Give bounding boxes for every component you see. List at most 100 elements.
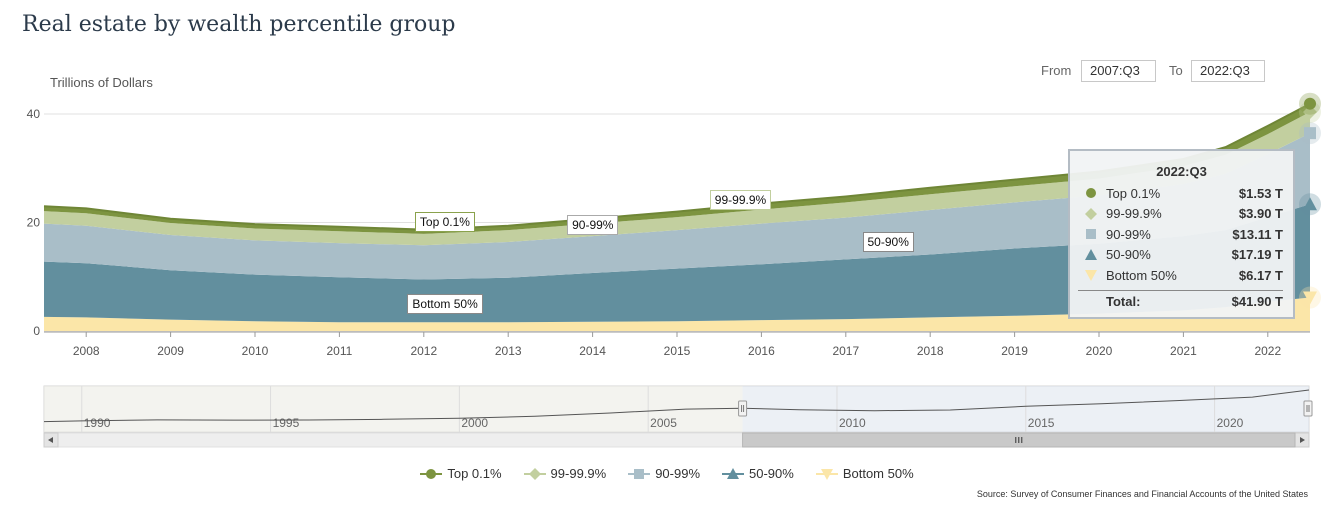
tooltip-total: Total: $41.90 T [1078,289,1283,309]
annotation-label: 50-90% [862,232,914,252]
tooltip-series-value: $13.11 T [1232,226,1283,242]
tooltip-series-name: 50-90% [1106,247,1151,263]
range-from-input[interactable]: 2007:Q3 [1081,60,1156,82]
99-999-area[interactable] [44,112,1310,246]
triangle-down-icon [815,468,838,480]
x-tick-label: 2011 [326,344,352,358]
navigator-handle[interactable] [1303,400,1313,417]
marker [1085,248,1097,260]
navigator-handle[interactable] [738,400,748,417]
navigator-tick-label: 1995 [273,416,300,430]
x-tick-label: 2012 [410,344,437,358]
navigator-tick-label: 2020 [1217,416,1244,430]
x-tick-label: 2022 [1254,344,1281,358]
navigator-tick-label: 1990 [84,416,111,430]
circle-icon [1086,188,1096,199]
scroll-right-arrow-icon [1300,437,1305,443]
chart-title: Real estate by wealth percentile group [22,12,456,37]
annotation-label: 90-99% [567,215,619,235]
range-to-label: To [1169,63,1183,78]
x-tick-label: 2013 [495,344,522,358]
x-tick-label: 2018 [917,344,944,358]
legend-item[interactable]: 90-99% [628,466,700,481]
x-tick-label: 2008 [73,344,100,358]
x-tick-label: 2021 [1170,344,1197,358]
tooltip-row: 90-99% $13.11 T [1070,224,1293,245]
scroll-left-arrow-icon [48,437,53,443]
tooltip-row: Bottom 50% $6.17 T [1070,265,1293,286]
tooltip-total-value: $41.90 T [1231,293,1283,309]
legend-label: 99-99.9% [550,466,607,481]
x-tick-label: 2009 [157,344,184,358]
range-from-label: From [1041,63,1072,78]
marker [1085,270,1097,282]
marker [426,468,437,479]
triangle-icon [722,467,745,479]
triangle-down-icon [1085,270,1097,282]
navigator-tick-label: 2005 [650,416,677,430]
diamond-icon [1085,207,1097,220]
navigator-tick-label: 2015 [1028,416,1055,430]
source-note: Source: Survey of Consumer Finances and … [976,489,1308,499]
50-90-end-marker [1303,197,1317,211]
x-tick-label: 2016 [748,344,775,358]
legend-label: 90-99% [655,466,701,481]
legend-label: Top 0.1% [447,466,502,481]
navigator-series-line [43,389,1310,423]
legend-item[interactable]: Bottom 50% [815,466,914,481]
tooltip-row: 50-90% $17.19 T [1070,245,1293,266]
x-tick-label: 2019 [1001,344,1028,358]
tooltip-row: Top 0.1% $1.53 T [1070,183,1293,204]
tooltip-series-value: $6.17 T [1238,267,1283,283]
y-axis-label: Trillions of Dollars [50,75,153,90]
90-99-area[interactable] [44,133,1310,280]
square-icon [1086,229,1096,240]
tooltip-series-name: Top 0.1% [1106,185,1161,201]
x-tick-label: 2010 [242,344,269,358]
annotation-label: Top 0.1% [414,212,475,232]
x-tick-label: 2017 [832,344,859,358]
legend: Top 0.1% 99-99.9% 90-99% 50-90% Bottom 50% [0,466,1334,484]
marker [634,468,645,479]
tooltip-series-value: $1.53 T [1238,185,1283,201]
marker [820,468,833,480]
circle-icon [420,468,443,479]
navigator-tick-label: 2010 [839,416,866,430]
tooltip-series-value: $17.19 T [1231,247,1283,263]
50-90-area[interactable] [44,204,1310,323]
annotation-label: Bottom 50% [407,294,483,314]
legend-item[interactable]: 50-90% [722,466,794,481]
y-tick-label: 40 [27,107,41,121]
diamond-icon [523,467,546,480]
marker [1086,188,1096,199]
marker [1085,207,1097,220]
bottom-50-area[interactable] [44,297,1310,332]
tooltip-row: 99-99.9% $3.90 T [1070,204,1293,225]
top-01-area[interactable] [44,103,1310,234]
legend-label: Bottom 50% [842,466,914,481]
data-tooltip: 2022:Q3 Top 0.1% $1.53 T 99-99.9% $3.90 T 90… [1068,149,1295,319]
annotation-label: 99-99.9% [709,190,772,210]
tooltip-series-value: $3.90 T [1238,206,1283,222]
legend-item[interactable]: 99-99.9% [523,466,607,481]
legend-item[interactable]: Top 0.1% [420,466,502,481]
bottom-50-end-marker [1303,291,1317,305]
navigator-mask [44,386,743,432]
x-tick-label: 2014 [579,344,606,358]
tooltip-series-name: 99-99.9% [1106,206,1162,222]
marker [1086,229,1096,240]
range-to-input[interactable]: 2022:Q3 [1191,60,1265,82]
y-tick-label: 20 [27,216,41,230]
x-tick-label: 2015 [664,344,691,358]
x-tick-label: 2020 [1086,344,1113,358]
marker [528,467,541,480]
marker [727,467,740,479]
tooltip-series-name: 90-99% [1106,226,1151,242]
legend-label: 50-90% [749,466,794,481]
top-01-end-marker [1304,97,1316,110]
tooltip-total-label: Total: [1106,293,1141,309]
triangle-icon [1085,248,1097,260]
navigator-tick-label: 2000 [461,416,488,430]
